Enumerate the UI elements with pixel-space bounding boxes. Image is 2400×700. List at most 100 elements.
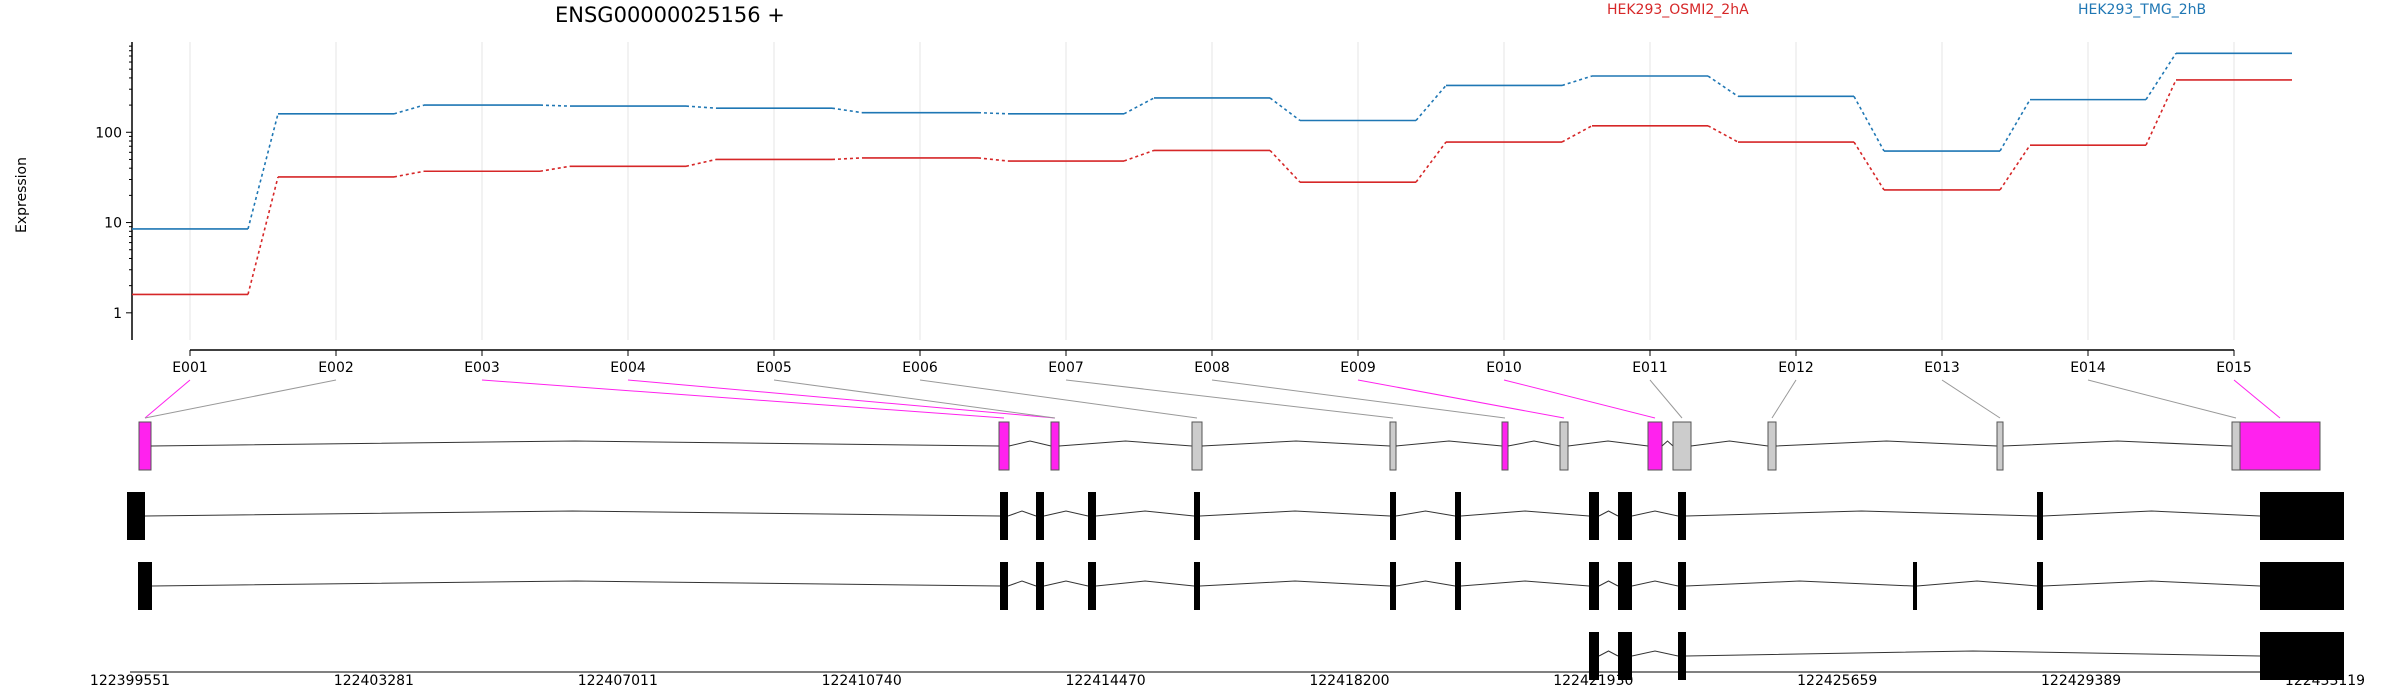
exon-connector (1649, 379, 1683, 419)
exon-box (2239, 421, 2321, 471)
exon-connector (773, 379, 1056, 419)
intron-line (1199, 580, 1391, 587)
series-connector (1123, 97, 1155, 115)
exon-label-e001: E001 (172, 360, 208, 376)
series-connector (1999, 99, 2031, 152)
series-connector (1707, 75, 1739, 98)
genomic-coordinate-axis: 122399551 122403281 122407011 122410740 1224… (90, 671, 2365, 689)
series-connector (393, 104, 425, 115)
series-connector (1561, 75, 1593, 87)
exon-label-e007: E007 (1048, 360, 1084, 376)
series-connector (1123, 149, 1155, 162)
exon-box (1672, 421, 1692, 471)
exon-block (1618, 632, 1632, 680)
series-connector (247, 176, 279, 295)
series-connector (685, 105, 717, 109)
intron-line (1775, 440, 1998, 447)
series-connector (1561, 125, 1593, 143)
series-connector (831, 107, 863, 114)
intron-line (1690, 440, 1769, 447)
exon-block (1618, 492, 1632, 540)
series-connector (685, 158, 717, 168)
exon-box (1191, 421, 1203, 471)
intron-line (1567, 440, 1649, 447)
exon-label-e004: E004 (610, 360, 646, 376)
exon-block (2260, 492, 2344, 540)
exon-connector (1065, 379, 1394, 419)
intron-line (1395, 580, 1456, 587)
exon-label-e009: E009 (1340, 360, 1376, 376)
exon-label-e015: E015 (2216, 360, 2252, 376)
exon-connector (481, 379, 1005, 419)
series-connector (2145, 52, 2177, 101)
gene-model-track (138, 421, 2321, 471)
coord-label: 122399551 (90, 673, 170, 689)
intron-line (1916, 580, 2038, 587)
exon-box (1767, 421, 1777, 471)
y-axis-label: Expression (14, 157, 30, 233)
exon-box (998, 421, 1010, 471)
transcript-tracks (127, 492, 2344, 680)
exon-block (1194, 492, 1200, 540)
intron-line (1685, 580, 1914, 587)
exon-connector (1503, 379, 1656, 419)
coord-label: 122407011 (578, 673, 658, 689)
exon-connector (1211, 379, 1506, 419)
coord-label: 122418200 (1309, 673, 1389, 689)
legend-entry-tmg: HEK293_TMG_2hB (2078, 2, 2206, 18)
intron-line (1631, 650, 1679, 657)
intron-line (1095, 580, 1195, 587)
coord-label: 122429389 (2041, 673, 2121, 689)
exon-connectors (144, 379, 2281, 419)
series-connector (1415, 141, 1447, 183)
intron-line (1043, 510, 1089, 517)
transcript-3 (1589, 632, 2344, 680)
intron-line (1685, 510, 2038, 517)
intron-line (1058, 440, 1193, 447)
exon-block (2037, 562, 2043, 610)
intron-line (1395, 440, 1503, 447)
intron-line (1507, 440, 1561, 447)
exon-block (1589, 632, 1599, 680)
exon-connector (627, 379, 1056, 419)
coord-label: 122425659 (1797, 673, 1877, 689)
expression-series (132, 52, 2292, 296)
exon-block (1088, 492, 1096, 540)
series-connector (1269, 149, 1301, 183)
intron-line (1460, 580, 1590, 587)
y-tick-label: 100 (95, 125, 122, 141)
series-connector (1415, 84, 1447, 122)
transcript-1 (127, 492, 2344, 540)
exon-block (1589, 562, 1599, 610)
series-connector (1853, 141, 1885, 191)
exon-label-e005: E005 (756, 360, 792, 376)
exon-box (2231, 421, 2241, 471)
intron-line (1598, 580, 1619, 587)
coord-label: 122421930 (1553, 673, 1633, 689)
exon-block (1913, 562, 1917, 610)
exon-block (1618, 562, 1632, 610)
series-osmi2 (132, 79, 2292, 296)
exon-block (2260, 562, 2344, 610)
intron-line (1395, 510, 1456, 517)
exon-block (1088, 562, 1096, 610)
series-connector (539, 165, 571, 173)
exon-block (1678, 632, 1686, 680)
intron-line (1008, 440, 1052, 447)
series-connector (977, 157, 1009, 162)
intron-line (1043, 580, 1089, 587)
intron-line (1685, 650, 2261, 657)
exon-block (1194, 562, 1200, 610)
exon-box (1050, 421, 1060, 471)
exon-label-e013: E013 (1924, 360, 1960, 376)
exon-block (1000, 492, 1008, 540)
intron-line (2042, 510, 2261, 517)
intron-line (1201, 440, 1391, 447)
exon-block (1390, 562, 1396, 610)
transcript-2 (138, 562, 2344, 610)
intron-line (1661, 440, 1674, 447)
exon-block (1589, 492, 1599, 540)
exon-box (1559, 421, 1569, 471)
exon-block (1455, 562, 1461, 610)
coord-label: 122433119 (2285, 673, 2365, 689)
